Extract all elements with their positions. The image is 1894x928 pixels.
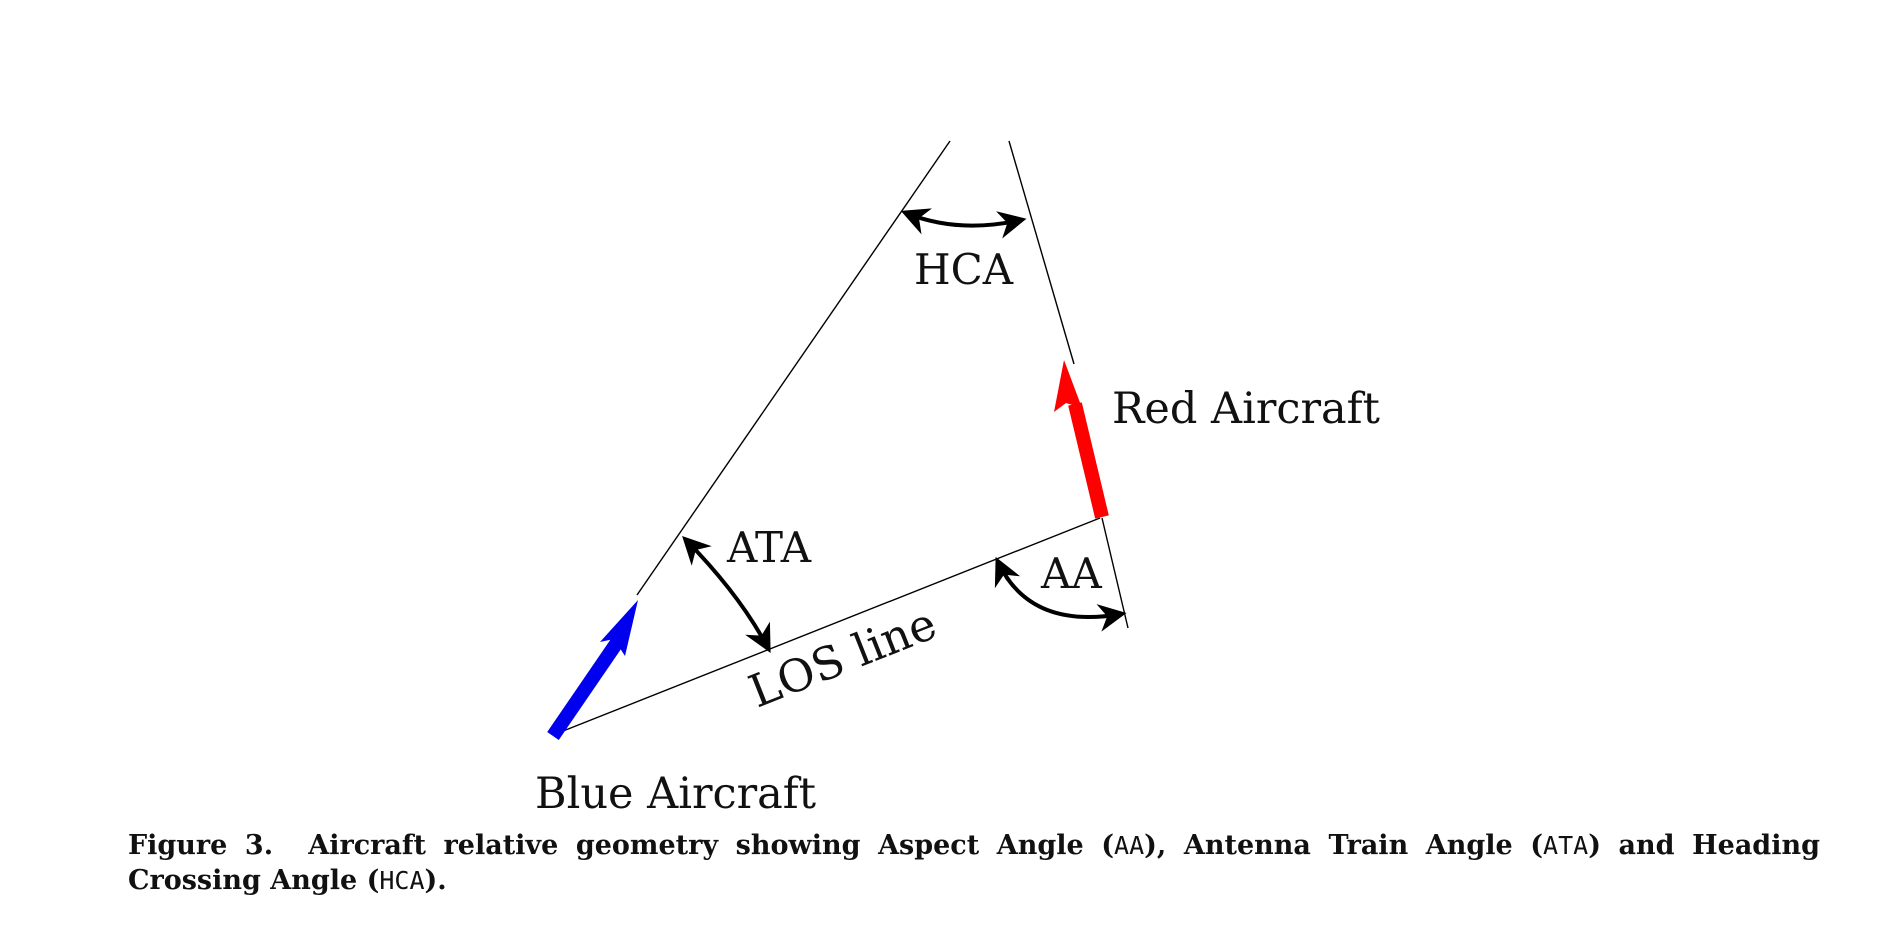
los-line (552, 517, 1101, 736)
red-heading-line (1008, 140, 1075, 365)
caption-text-1: Aircraft relative geometry showing Aspec… (308, 830, 1115, 861)
ata-arc (682, 536, 771, 653)
caption-hca: HCA (379, 866, 425, 895)
caption-text-3: ) and Heading Crossing Angle ( (128, 830, 1820, 896)
caption-ata: ATA (1543, 831, 1589, 860)
caption-aa: AA (1114, 831, 1145, 860)
red-aircraft-arrow (1054, 360, 1109, 519)
hca-label: HCA (914, 245, 1014, 294)
aa-label: AA (1040, 549, 1102, 598)
blue-aircraft-label: Blue Aircraft (535, 769, 816, 819)
aa-extension-line (1101, 517, 1129, 629)
los-line-label: LOS line (742, 597, 944, 719)
blue-heading-line (636, 140, 951, 596)
figure-caption: Figure 3. Aircraft relative geometry sho… (128, 828, 1820, 898)
hca-arc (900, 208, 1027, 239)
caption-text-4: ). (424, 865, 447, 896)
ata-label: ATA (726, 523, 812, 572)
aa-arc (994, 556, 1127, 632)
figure-number: Figure 3. (128, 830, 274, 861)
blue-aircraft-arrow (547, 600, 638, 740)
caption-text-2: ), Antenna Train Angle ( (1144, 830, 1544, 861)
red-aircraft-label: Red Aircraft (1112, 384, 1380, 434)
